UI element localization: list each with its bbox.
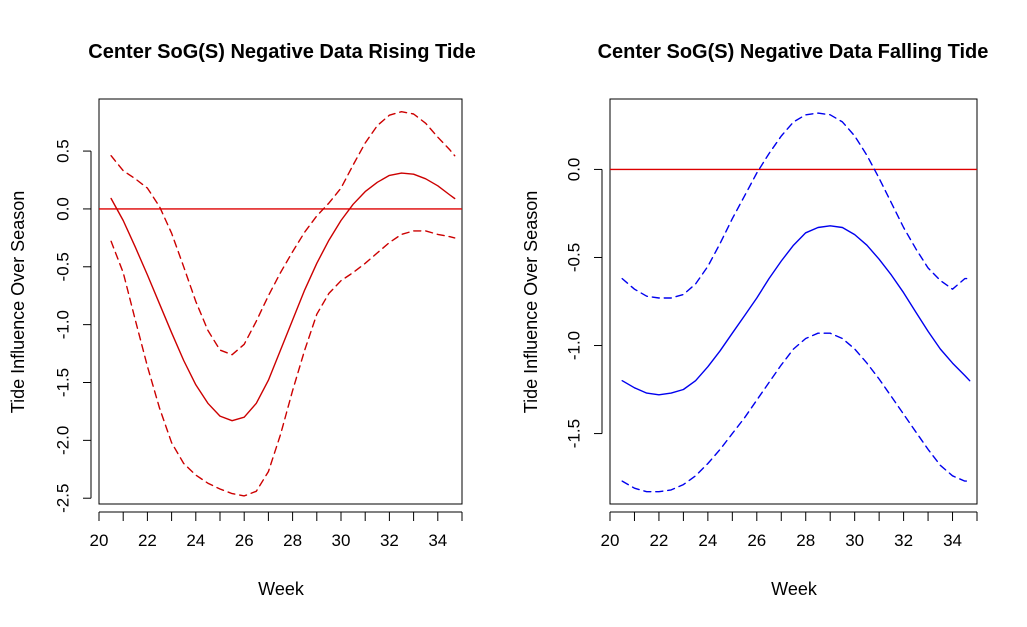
x-tick-label: 34 (428, 531, 447, 550)
chart-title: Center SoG(S) Negative Data Falling Tide (598, 41, 989, 63)
plot-frame (609, 98, 978, 505)
y-tick-label: -2.0 (54, 426, 73, 455)
x-tick-label: 22 (138, 531, 157, 550)
x-tick-label: 22 (649, 531, 668, 550)
y-tick-label: 0.5 (54, 139, 73, 163)
y-tick-label: -1.0 (54, 310, 73, 339)
plot-area: 20 22 24 26 28 30 32 34 -2.5 -2.0 -1.5 -1.0 -0.5 0.0 0… (54, 98, 463, 550)
rising-tide-panel: Center SoG(S) Negative Data Rising Tide … (8, 41, 476, 599)
x-tick-label: 26 (235, 531, 254, 550)
y-tick-label: -0.5 (54, 252, 73, 281)
confidence-band-line (621, 112, 971, 299)
y-tick-label: -1.5 (54, 368, 73, 397)
x-tick-label: 24 (698, 531, 717, 550)
x-tick-label: 20 (90, 531, 109, 550)
x-tick-label: 28 (283, 531, 302, 550)
fit-line (110, 172, 456, 422)
plot-frame (98, 98, 463, 505)
y-axis-label: Tide Influence Over Season (521, 191, 541, 413)
x-tick-label: 26 (747, 531, 766, 550)
x-tick-label: 32 (380, 531, 399, 550)
y-tick-label: -1.0 (565, 331, 584, 360)
confidence-band-line (110, 230, 456, 497)
plot-area: 20 22 24 26 28 30 32 34 -1.5 -1.0 -0.5 0.0 (565, 98, 978, 550)
fit-line (621, 225, 971, 396)
x-tick-label: 34 (943, 531, 962, 550)
y-tick-label: -1.5 (565, 419, 584, 448)
x-tick-label: 30 (332, 531, 351, 550)
y-tick-label: -0.5 (565, 243, 584, 272)
falling-tide-panel: Center SoG(S) Negative Data Falling Tide… (521, 41, 988, 599)
x-tick-label: 24 (186, 531, 205, 550)
x-tick-label: 32 (894, 531, 913, 550)
x-tick-label: 20 (601, 531, 620, 550)
y-tick-label: 0.0 (54, 197, 73, 221)
confidence-band-line (621, 332, 971, 493)
y-axis-label: Tide Influence Over Season (8, 191, 28, 413)
x-axis-label: Week (258, 579, 305, 599)
y-tick-label: -2.5 (54, 484, 73, 513)
x-tick-label: 30 (845, 531, 864, 550)
confidence-band-line (110, 111, 456, 356)
y-tick-label: 0.0 (565, 158, 584, 182)
x-axis-label: Week (771, 579, 818, 599)
x-tick-label: 28 (796, 531, 815, 550)
chart-title: Center SoG(S) Negative Data Rising Tide (88, 41, 476, 63)
